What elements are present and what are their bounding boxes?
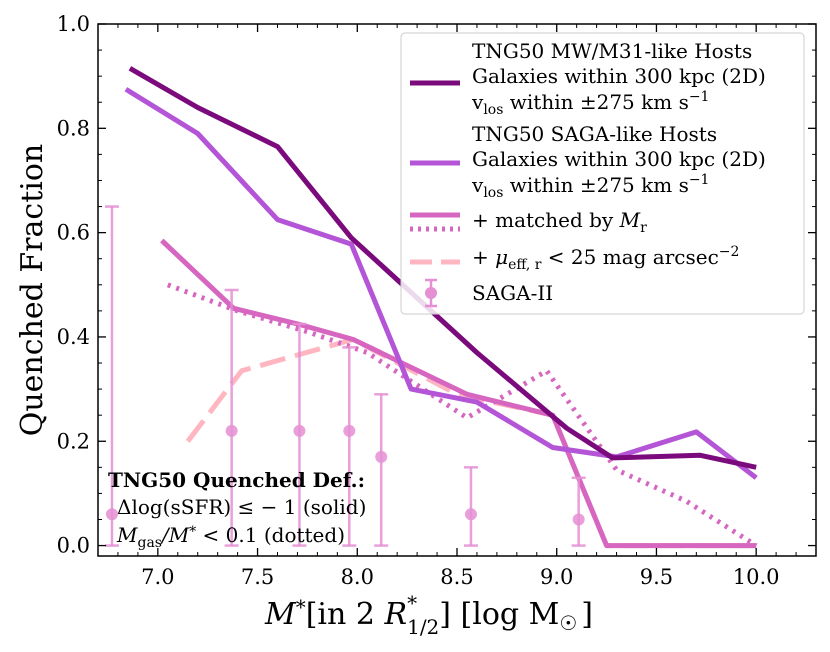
x-tick-label: 9.5 bbox=[640, 565, 673, 589]
series-line-saga-solid bbox=[124, 87, 758, 480]
x-title-star: * bbox=[296, 595, 306, 619]
y-tick-label: 0.6 bbox=[57, 221, 90, 245]
x-tick-label: 7.5 bbox=[241, 565, 274, 589]
legend-matched-label: + matched by Mr bbox=[472, 208, 647, 236]
legend-saga-label-1: TNG50 SAGA-like Hosts bbox=[472, 122, 717, 146]
y-tick-label: 1.0 bbox=[57, 12, 90, 36]
legend-saga-label-3: vlos within ±275 km s−1 bbox=[471, 172, 709, 201]
x-title-sun: ☉ bbox=[559, 611, 577, 635]
x-axis-title: M*[in 2 R* 1/2] [log M☉] bbox=[264, 591, 593, 639]
annotation-line-1: Δlog(sSFR) ≤ − 1 (solid) bbox=[117, 495, 366, 519]
legend-saga-label-2: Galaxies within 300 kpc (2D) bbox=[472, 147, 766, 171]
legend-box bbox=[400, 32, 805, 315]
sagaii-point bbox=[463, 466, 478, 547]
annotation-line-2: Mgas/M* < 0.1 (dotted) bbox=[116, 523, 345, 551]
legend-mw-label-2: Galaxies within 300 kpc (2D) bbox=[472, 64, 766, 88]
legend-mw-label-3: vlos within ±275 km s−1 bbox=[471, 89, 709, 118]
legend-mu-label: + μeff, r < 25 mag arcsec−2 bbox=[472, 244, 739, 273]
series-line-mw-solid bbox=[128, 66, 757, 470]
x-title-r: R bbox=[384, 597, 408, 632]
series-line-matched-solid bbox=[160, 238, 757, 549]
x-title-r-sub: 1/2 bbox=[407, 615, 439, 639]
legend-mw-label-1: TNG50 MW/M31-like Hosts bbox=[472, 39, 752, 63]
quenched-def-annotation: TNG50 Quenched Def.: Δlog(sSFR) ≤ − 1 (s… bbox=[108, 468, 366, 551]
y-tick-label: 0.0 bbox=[57, 534, 90, 558]
legend-sagaii-marker bbox=[425, 278, 437, 308]
axis-ticks: 7.0 7.5 8.0 8.5 9.0 9.5 10.0 0.0 0.2 0.4 0.6 0.8 1.0 bbox=[57, 12, 816, 589]
sagaii-point bbox=[224, 288, 239, 547]
x-title-end: ] bbox=[581, 597, 593, 632]
x-tick-label: 8.5 bbox=[440, 565, 473, 589]
legend-sagaii-label: SAGA-II bbox=[472, 281, 553, 305]
sagaii-point bbox=[104, 205, 119, 547]
sagaii-point bbox=[292, 322, 307, 547]
x-tick-label: 9.0 bbox=[540, 565, 573, 589]
y-tick-label: 0.2 bbox=[57, 429, 90, 453]
x-title-r-sup: * bbox=[407, 591, 417, 615]
x-tick-label: 7.0 bbox=[141, 565, 174, 589]
x-tick-label: 8.0 bbox=[341, 565, 374, 589]
x-title-m: M bbox=[264, 597, 297, 632]
x-tick-label: 10.0 bbox=[733, 565, 780, 589]
sagaii-point bbox=[374, 393, 389, 547]
annotation-title: TNG50 Quenched Def.: bbox=[108, 468, 365, 492]
plot-lines bbox=[124, 66, 758, 549]
x-title-part1: [in 2 bbox=[306, 597, 385, 632]
y-tick-label: 0.8 bbox=[57, 116, 90, 140]
sagaii-error-bars bbox=[104, 205, 586, 547]
sagaii-point bbox=[342, 346, 357, 547]
y-axis-title: Quenched Fraction bbox=[15, 144, 50, 437]
series-line-matched-dotted bbox=[166, 282, 758, 548]
y-tick-label: 0.4 bbox=[57, 325, 90, 349]
sagaii-point bbox=[571, 476, 586, 547]
legend: TNG50 MW/M31-like Hosts Galaxies within … bbox=[400, 32, 805, 315]
x-title-part2: ] [log M bbox=[439, 597, 559, 632]
